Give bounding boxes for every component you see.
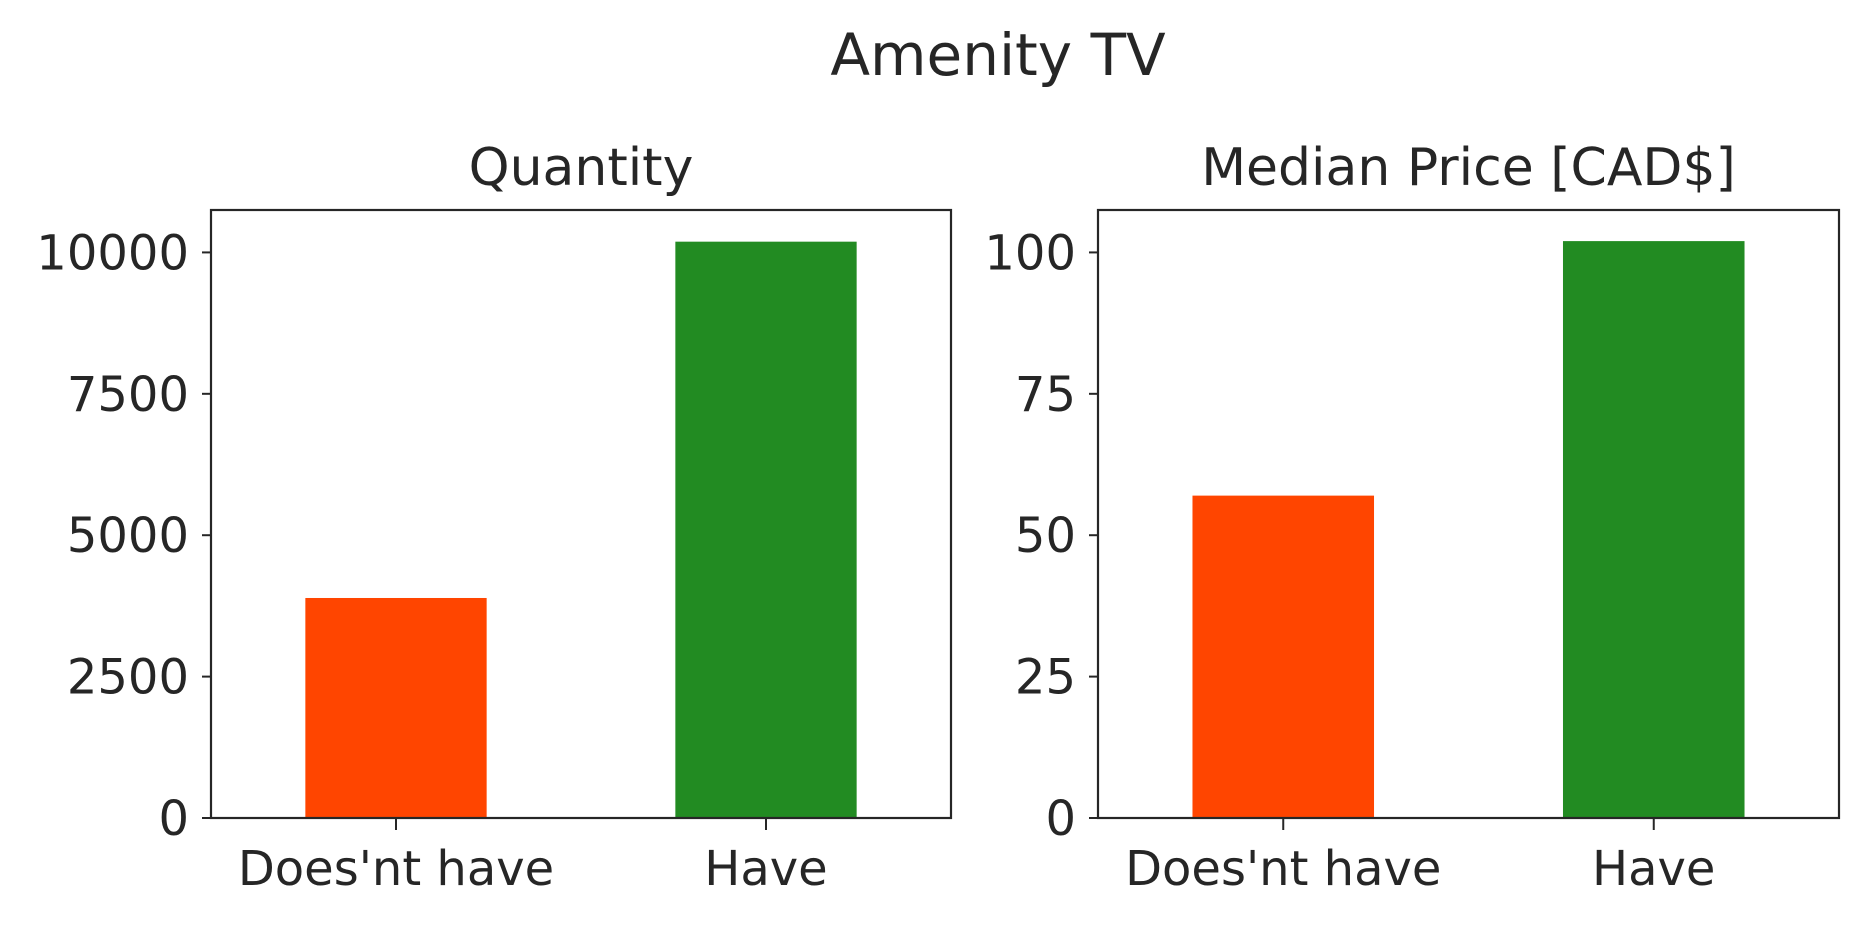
y-tick-label: 0 <box>158 791 189 847</box>
bar-1 <box>305 597 487 818</box>
bar-2 <box>675 241 857 819</box>
bar-2 <box>1562 241 1745 818</box>
y-tick-label: 25 <box>1015 650 1076 706</box>
y-tick-label: 5000 <box>67 508 189 564</box>
y-tick-label: 0 <box>1045 791 1076 847</box>
y-tick-label: 50 <box>1015 508 1076 564</box>
x-tick-label: Have <box>704 841 827 897</box>
x-tick-label: Have <box>1592 841 1715 897</box>
bar-1 <box>1192 495 1375 818</box>
axes-frame <box>209 208 953 820</box>
figure-title: Amenity TV <box>830 21 1166 89</box>
y-tick-label: 100 <box>984 225 1076 281</box>
y-tick-label: 75 <box>1015 367 1076 423</box>
y-tick-label: 2500 <box>67 650 189 706</box>
y-tick-label: 10000 <box>36 225 189 281</box>
chart-panels: Quantity 0 2500 5000 7500 10000 Does'nt have Ha… <box>36 138 1841 897</box>
y-tick-label: 7500 <box>67 367 189 423</box>
axes-frame <box>1096 208 1841 820</box>
panel-title: Median Price [CAD$] <box>1201 138 1736 198</box>
x-tick-label: Does'nt have <box>238 841 554 897</box>
chart-panel-1: Quantity 0 2500 5000 7500 10000 Does'nt have Ha… <box>36 138 953 897</box>
chart-panel-2: Median Price [CAD$] 0 25 50 75 100 Does'nt hav… <box>984 138 1841 897</box>
panel-title: Quantity <box>469 138 694 198</box>
x-tick-label: Does'nt have <box>1125 841 1441 897</box>
